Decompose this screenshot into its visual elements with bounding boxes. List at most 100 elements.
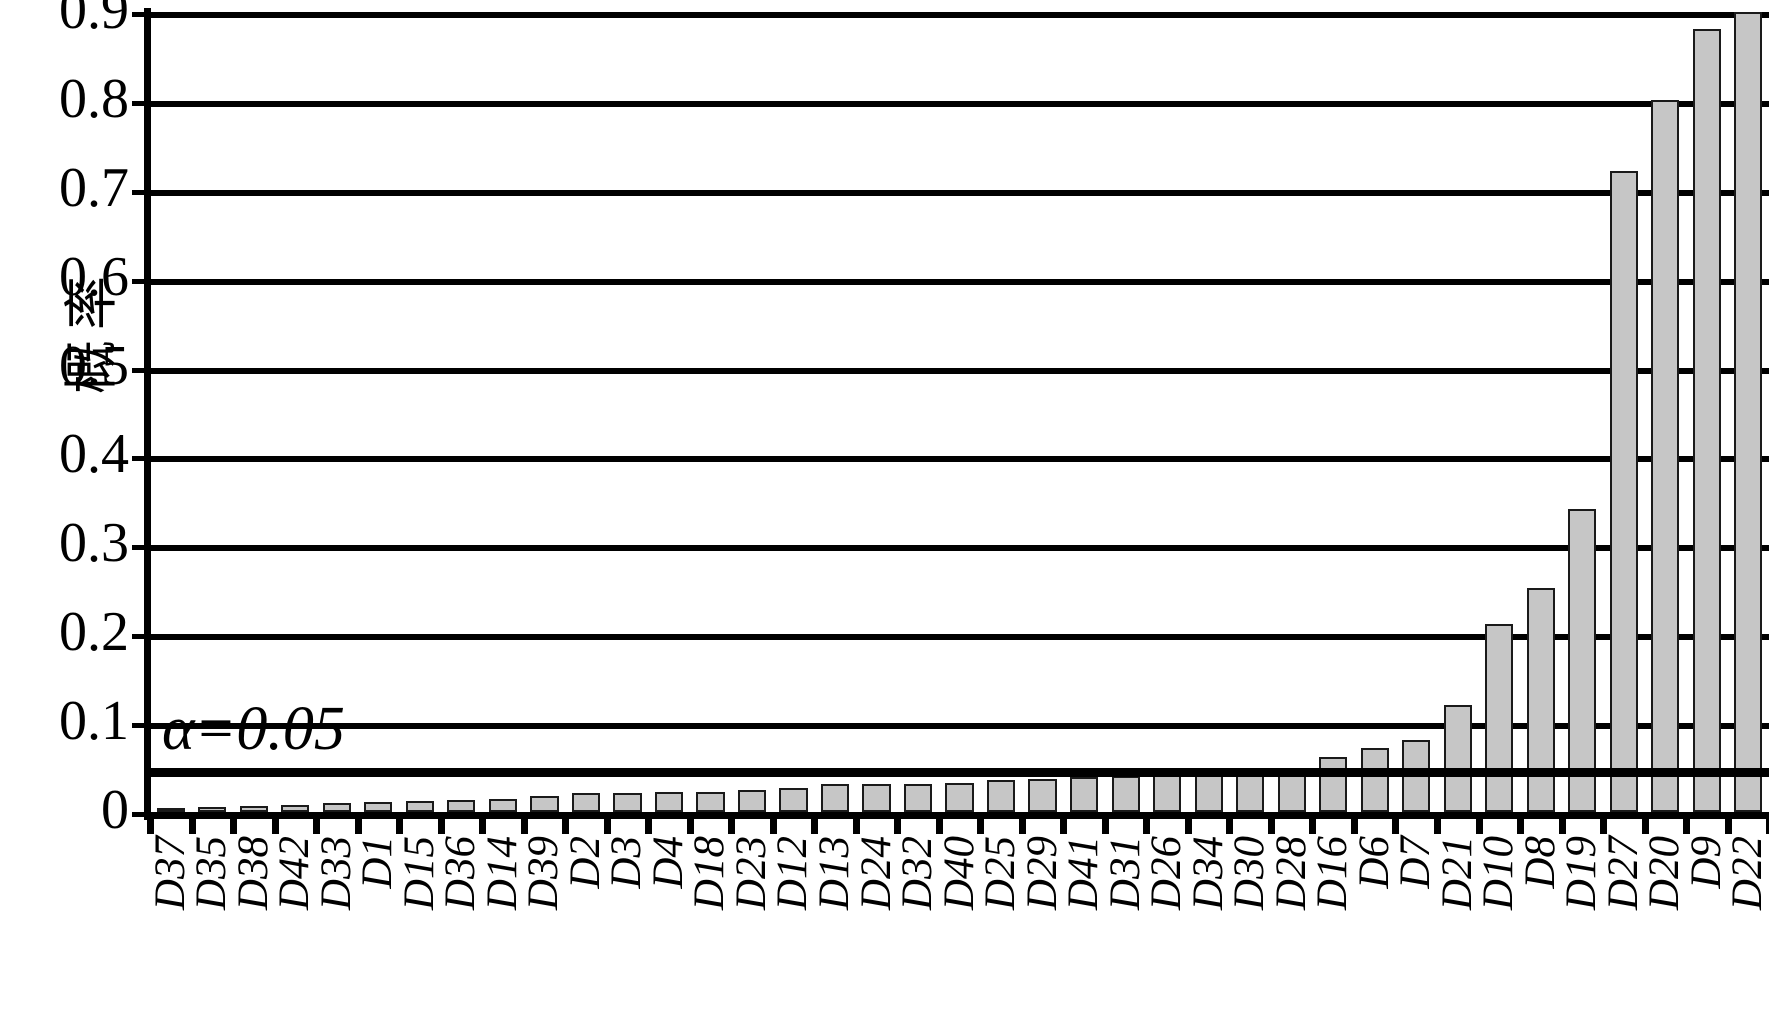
bar <box>239 805 268 812</box>
gridline <box>150 278 1769 285</box>
x-axis-tick <box>935 812 943 834</box>
bar <box>281 804 310 812</box>
plot-top-border <box>150 12 1769 18</box>
x-axis-tick-slot <box>1433 812 1479 834</box>
x-axis-tick <box>1309 812 1317 834</box>
y-axis-tick <box>132 100 151 106</box>
x-axis-tick-slot <box>1226 812 1271 834</box>
x-axis-tick-slot <box>894 812 939 834</box>
bar-slot <box>358 12 400 812</box>
bar <box>1069 777 1099 812</box>
bar <box>488 798 517 812</box>
bar <box>1568 508 1597 812</box>
x-axis-tick-slot <box>230 812 275 834</box>
bar-slot <box>690 12 732 812</box>
x-axis-tick-slot <box>1184 812 1230 834</box>
x-axis-label-slot: D8 <box>1516 836 1564 1014</box>
x-axis-tick-label: D23 <box>727 836 775 911</box>
x-axis-tick-label: D21 <box>1433 836 1481 911</box>
gridline <box>150 545 1769 552</box>
x-axis-tick-label: D2 <box>561 836 609 889</box>
x-axis-tick-label: D34 <box>1184 836 1232 911</box>
x-axis-tick-slot <box>1558 812 1604 834</box>
x-axis-tick <box>520 812 528 834</box>
x-axis-tick <box>894 812 902 834</box>
bar-slot <box>814 12 856 812</box>
bar-slot <box>316 12 358 812</box>
bar-slot <box>1271 12 1313 812</box>
x-axis-tick-slot <box>1517 812 1562 834</box>
bar <box>862 783 891 812</box>
x-axis-tick-slot <box>313 812 358 834</box>
x-axis-label-slot: D35 <box>188 836 235 1014</box>
x-axis-tick <box>603 812 611 834</box>
x-axis-tick-slot <box>1101 812 1147 834</box>
x-axis-tick-slot <box>1475 812 1521 834</box>
bar-slot <box>897 12 939 812</box>
x-axis-tick-label: D1 <box>354 836 402 889</box>
x-axis-tick-label: D31 <box>1101 836 1149 911</box>
bar <box>1360 748 1389 812</box>
x-axis-tick-label: D42 <box>271 836 319 911</box>
x-axis-tick <box>1060 812 1068 834</box>
x-axis-tick-label: D26 <box>1143 836 1191 911</box>
x-axis-tick <box>271 812 279 834</box>
x-axis-tick <box>1475 812 1483 834</box>
x-axis-label-slot: D1 <box>354 836 402 1014</box>
plot-area <box>150 12 1769 812</box>
bar-slot <box>980 12 1022 812</box>
x-axis-tick <box>1724 812 1732 834</box>
x-axis-label-slot: D31 <box>1101 836 1149 1014</box>
bar-slot <box>441 12 483 812</box>
x-axis-tick-label: D25 <box>977 836 1025 911</box>
x-axis-label-slot: D30 <box>1226 836 1273 1014</box>
x-axis-label-slot: D20 <box>1641 836 1689 1014</box>
x-axis-tick-label: D22 <box>1724 836 1769 911</box>
bar-slot <box>1022 12 1064 812</box>
bar <box>1526 588 1555 812</box>
bar-slot <box>607 12 649 812</box>
bar <box>530 796 559 812</box>
x-axis-tick-label: D20 <box>1641 836 1689 911</box>
x-axis-tick-label: D27 <box>1599 836 1647 911</box>
x-axis-tick-slot <box>437 812 483 834</box>
x-axis-tick-marks <box>147 812 1769 834</box>
x-axis-tick-slot <box>728 812 773 834</box>
bar <box>405 801 434 812</box>
bar <box>1443 705 1472 812</box>
bar <box>696 792 725 812</box>
bar <box>1734 12 1763 812</box>
x-axis-tick-label: D16 <box>1309 836 1357 911</box>
y-axis-spine <box>144 8 151 820</box>
x-axis-tick-labels: D37 D35 D38 D42 D33 D1 D15 D36 D14 D39 D2 D3 D4 D18 D2… <box>147 836 1769 1014</box>
x-axis-tick-label: D12 <box>769 836 817 911</box>
x-axis-tick <box>1184 812 1192 834</box>
y-axis-tick <box>132 545 151 551</box>
bar-series <box>150 12 1769 812</box>
x-axis-tick-slot <box>1350 812 1396 834</box>
x-axis-tick-slot <box>354 812 400 834</box>
x-axis-tick-slot <box>1060 812 1105 834</box>
bar-slot <box>648 12 690 812</box>
x-axis-tick <box>852 812 860 834</box>
bar <box>571 793 601 812</box>
bar <box>1609 171 1638 812</box>
y-axis-tick <box>132 278 151 284</box>
x-axis-label-slot: D36 <box>437 836 484 1014</box>
bar-slot <box>1520 12 1562 812</box>
x-axis-label-slot: D28 <box>1268 836 1315 1014</box>
x-axis-label-slot: D21 <box>1433 836 1481 1014</box>
x-axis-label-slot: D12 <box>769 836 817 1014</box>
bar-slot <box>773 12 815 812</box>
bar <box>447 799 476 812</box>
x-axis-tick-label: D8 <box>1516 836 1564 889</box>
x-axis-tick <box>1350 812 1358 834</box>
x-axis-tick-slot <box>769 812 815 834</box>
x-axis-tick-label: D33 <box>312 836 360 911</box>
x-axis-tick-slot <box>562 812 607 834</box>
x-axis-label-slot: D18 <box>686 836 733 1014</box>
y-axis-tick-label: 0.5 <box>59 334 129 397</box>
x-axis-tick <box>188 812 196 834</box>
y-axis-tick <box>132 12 151 17</box>
x-axis-tick <box>1433 812 1441 834</box>
